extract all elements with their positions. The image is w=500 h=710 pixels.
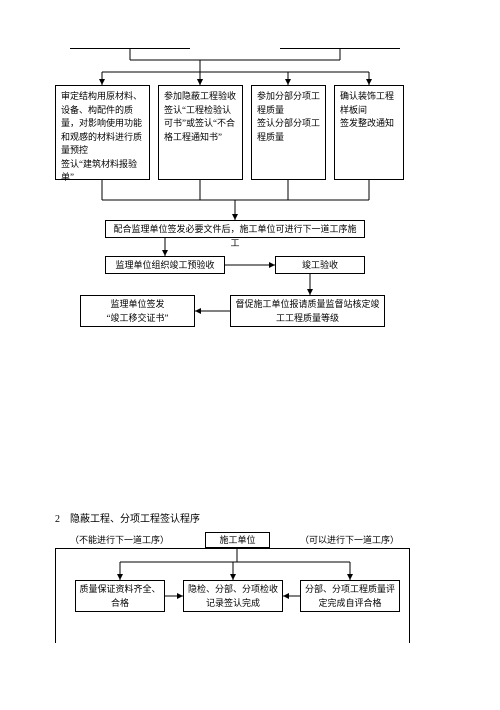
box-construction-unit-text: 施工单位 — [219, 535, 255, 545]
note-left-text: （不能进行下一道工序） — [70, 535, 169, 545]
box-hidden-accept-text: 参加隐蔽工程验收签认“工程检验认可书”或签认“不合格工程通知书” — [164, 91, 236, 142]
box-pre-accept-text: 监理单位组织竣工预验收 — [115, 260, 214, 270]
note-left: （不能进行下一道工序） — [70, 533, 169, 546]
box-handover-cert: 监理单位签发“竣工移交证书” — [80, 295, 195, 327]
top-underline-left — [70, 48, 190, 49]
box-quality-grade-text: 督促施工单位报请质量监督站核定竣工工程质量等级 — [235, 299, 379, 323]
box-self-eval-text: 分部、分项工程质量评定完成自评合格 — [305, 584, 395, 608]
page: 审定结构用原材料、设备、构配件的质量，对影响使用功能和观感的材料进行质量预控签认… — [0, 0, 500, 707]
box-decor-sample-text: 确认装饰工程样板间签发整改通知 — [340, 91, 394, 128]
section2-title: 2 隐蔽工程、分项工程签认程序 — [55, 510, 200, 525]
box-pre-accept: 监理单位组织竣工预验收 — [105, 256, 225, 274]
note-right: （可以进行下一道工序） — [300, 533, 399, 546]
box-materials: 审定结构用原材料、设备、构配件的质量，对影响使用功能和观感的材料进行质量预控签认… — [55, 85, 150, 180]
box-handover-cert-text: 监理单位签发“竣工移交证书” — [107, 299, 169, 323]
box-self-eval: 分部、分项工程质量评定完成自评合格 — [300, 580, 400, 612]
box-record-sign: 隐检、分部、分项检收记录签认完成 — [183, 580, 283, 612]
box-next-process-text: 配合监理单位签发必要文件后，施工单位可进行下一道工序施工 — [113, 224, 356, 248]
box-qa-docs-text: 质量保证资料齐全、合格 — [79, 584, 160, 608]
box-quality-grade: 督促施工单位报请质量监督站核定竣工工程质量等级 — [230, 295, 385, 327]
box-hidden-accept: 参加隐蔽工程验收签认“工程检验认可书”或签认“不合格工程通知书” — [158, 85, 243, 180]
box-qa-docs: 质量保证资料齐全、合格 — [75, 580, 165, 612]
box-next-process: 配合监理单位签发必要文件后，施工单位可进行下一道工序施工 — [105, 220, 365, 238]
top-underline-right — [280, 48, 400, 49]
box-materials-text: 审定结构用原材料、设备、构配件的质量，对影响使用功能和观感的材料进行质量预控签认… — [61, 91, 142, 182]
box-decor-sample: 确认装饰工程样板间签发整改通知 — [334, 85, 404, 180]
box-construction-unit: 施工单位 — [205, 532, 270, 548]
box-section-quality: 参加分部分项工程质量签认分部分项工程质量 — [251, 85, 326, 180]
box-record-sign-text: 隐检、分部、分项检收记录签认完成 — [188, 584, 278, 608]
note-right-text: （可以进行下一道工序） — [300, 535, 399, 545]
box-section-quality-text: 参加分部分项工程质量签认分部分项工程质量 — [257, 91, 320, 142]
section2-title-text: 2 隐蔽工程、分项工程签认程序 — [55, 514, 200, 525]
box-final-accept-text: 竣工验收 — [302, 260, 338, 270]
box-final-accept: 竣工验收 — [275, 256, 365, 274]
